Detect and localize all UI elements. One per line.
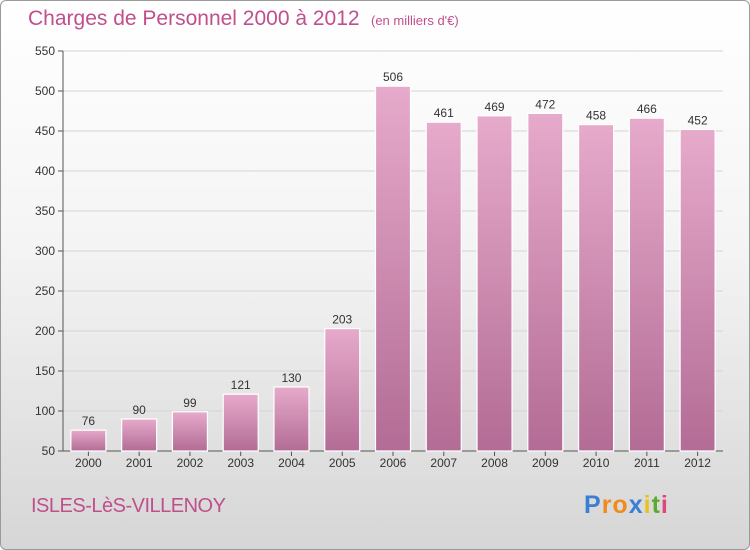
data-label-2009: 472 [535,97,555,111]
chart-subtitle: (en milliers d'€) [371,13,459,28]
logo-letter: o [612,491,629,519]
logo-letter: i [643,491,652,519]
data-label-2008: 469 [485,100,505,114]
data-label-2011: 466 [637,102,657,116]
y-tick-label: 100 [35,404,55,418]
bar-2008 [476,115,513,452]
y-tick-label: 550 [35,44,55,58]
chart-title: Charges de Personnel 2000 à 2012 [28,7,360,30]
y-tick-label: 300 [35,244,55,258]
y-tick-label: 50 [42,444,56,458]
x-tick-label-2003: 2003 [227,456,254,470]
data-label-2006: 506 [383,70,403,84]
logo-letter: r [601,491,613,519]
x-tick-label-2001: 2001 [126,456,153,470]
x-tick-label-2009: 2009 [532,456,559,470]
data-label-2003: 121 [231,378,251,392]
logo-letter: x [628,491,644,519]
data-label-2004: 130 [281,371,301,385]
y-tick-label: 450 [35,124,55,138]
bar-2005 [324,328,361,452]
y-tick-label: 200 [35,324,55,338]
data-label-2010: 458 [586,109,606,123]
data-label-2001: 90 [132,403,146,417]
bar-2001 [121,418,158,452]
bars [70,85,716,452]
data-label-2000: 76 [82,414,96,428]
x-tick-label-2011: 2011 [634,456,660,470]
commune-name: ISLES-LèS-VILLENOY [31,495,226,517]
proxiti-logo[interactable]: Proxiti [584,491,669,520]
x-tick-label-2010: 2010 [583,456,610,470]
bar-2003 [222,393,259,452]
bar-2012 [679,128,716,452]
data-label-2005: 203 [332,313,352,327]
x-tick-label-2000: 2000 [75,456,102,470]
x-tick-label-2008: 2008 [481,456,508,470]
bar-2011 [628,117,665,452]
y-tick-label: 350 [35,204,55,218]
logo-letter: i [660,491,669,519]
x-tick-label-2006: 2006 [380,456,407,470]
y-tick-label: 150 [35,364,55,378]
logo-letter: t [651,491,661,519]
x-tick-label-2007: 2007 [430,456,457,470]
y-tick-label: 400 [35,164,55,178]
data-label-2007: 461 [434,106,454,120]
bar-2006 [374,85,412,452]
bar-2007 [425,121,462,452]
bar-2002 [171,411,209,452]
labels: 50 100 150 200 250 300 350 400 450 500 550 76 2000 90… [35,44,711,470]
x-tick-label-2005: 2005 [329,456,356,470]
logo-letter: P [584,491,602,519]
x-tick-label-2002: 2002 [177,456,204,470]
bar-2009 [527,112,564,452]
x-tick-label-2004: 2004 [278,456,305,470]
y-tick-label: 250 [35,284,55,298]
bar-2010 [577,123,615,452]
data-label-2002: 99 [183,396,197,410]
bar-2004 [273,386,310,452]
bar-2000 [70,429,107,452]
x-tick-label-2012: 2012 [684,456,711,470]
data-label-2012: 452 [688,113,708,127]
y-tick-label: 500 [35,84,55,98]
